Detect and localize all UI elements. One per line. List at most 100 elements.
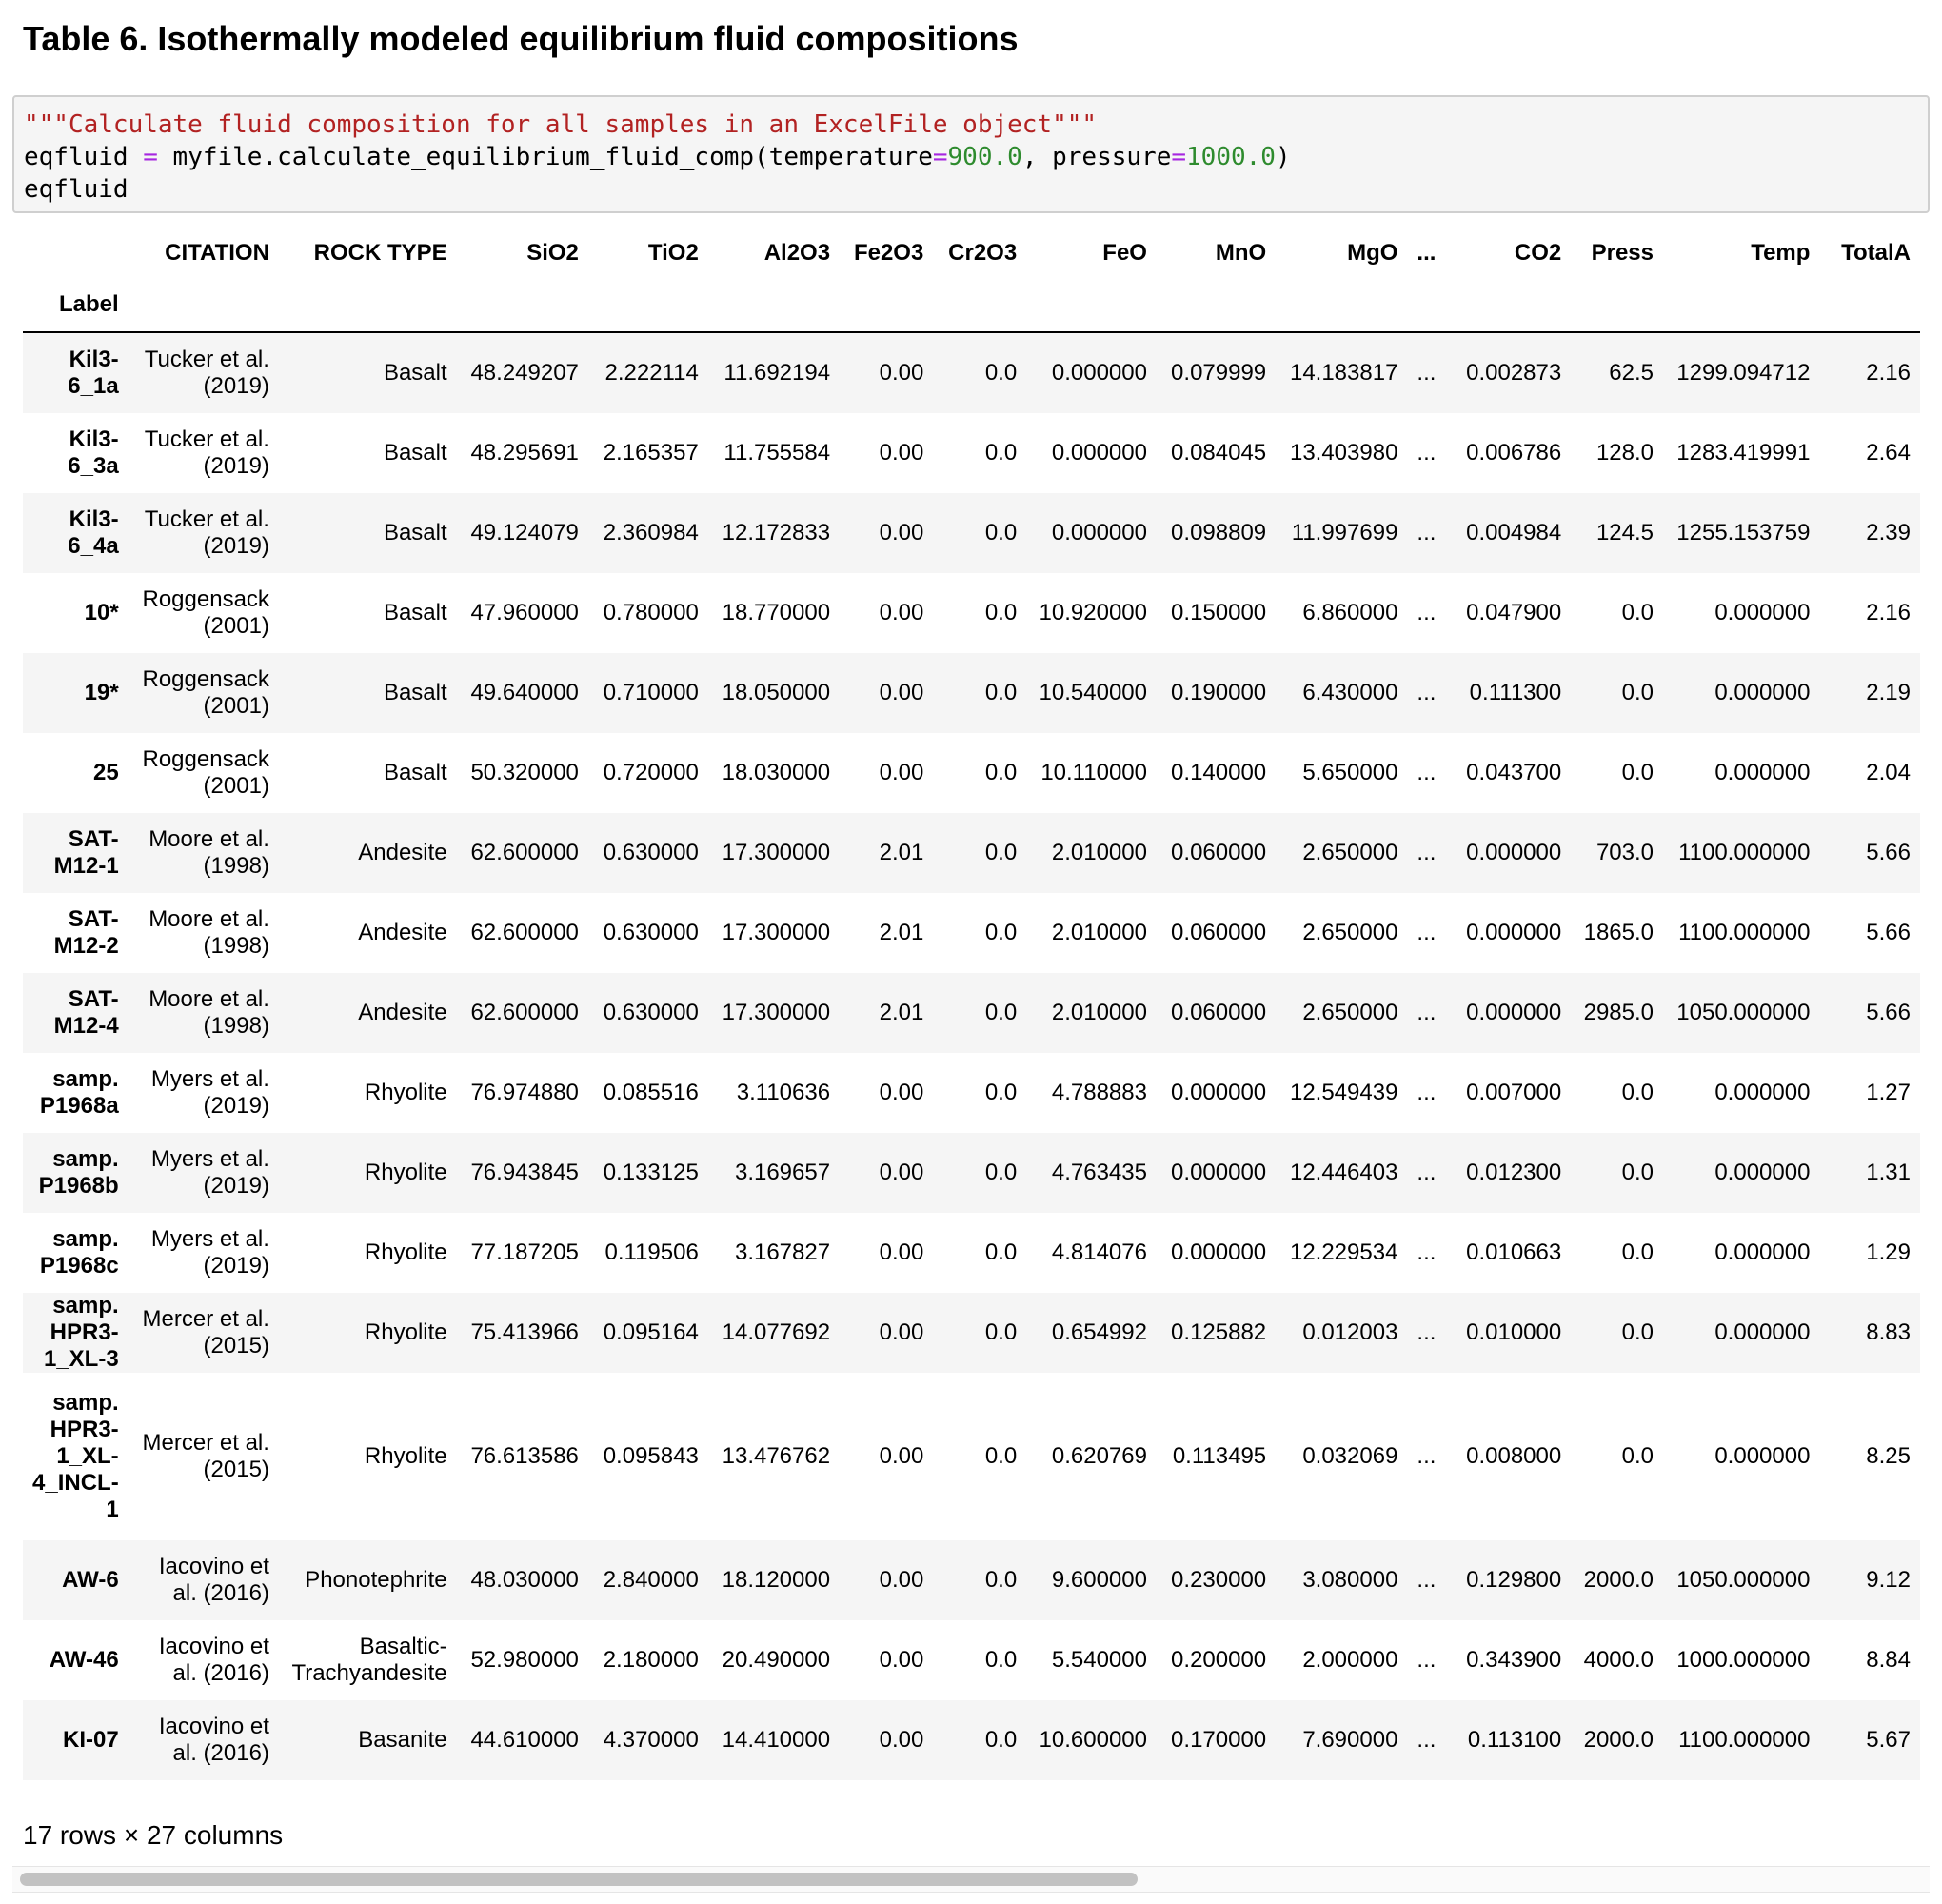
table-cell: 0.0 — [984, 1647, 1018, 1673]
table-cell: 0.0 — [1621, 1080, 1654, 1105]
table-cell: 18.770000 — [722, 600, 831, 625]
table-cell: 0.0 — [1621, 600, 1654, 625]
row-label: Kil3-6_3a — [68, 426, 119, 479]
table-cell: 0.0 — [984, 760, 1018, 785]
scrollbar-thumb[interactable] — [20, 1873, 1138, 1886]
table-cell: 2.650000 — [1302, 920, 1398, 945]
row-label: 10* — [84, 600, 119, 625]
table-cell: 0.0 — [1621, 1240, 1654, 1265]
row-label: SAT-M12-1 — [53, 826, 119, 879]
table-cell: 75.413966 — [470, 1319, 579, 1345]
table-cell: 4.370000 — [603, 1727, 699, 1753]
table-row: KI-07 Iacovino et al. (2016) Basanite 44.61… — [23, 1700, 1920, 1780]
table-cell: 0.00 — [879, 360, 924, 386]
table-cell: Basanite — [358, 1727, 447, 1753]
table-cell: 13.476762 — [722, 1443, 831, 1469]
column-header-spacer — [840, 278, 934, 333]
table-cell: 0.010663 — [1466, 1240, 1562, 1265]
table-cell: 1100.000000 — [1678, 840, 1811, 865]
table-cell: 0.780000 — [603, 600, 699, 625]
table-cell: 1100.000000 — [1678, 920, 1811, 945]
table-cell: Mercer et al. (2015) — [142, 1306, 269, 1359]
column-header: Al2O3 — [763, 240, 831, 266]
index-name-row: Label — [23, 278, 1920, 333]
table-cell: 0.000000 — [1466, 840, 1562, 865]
code-cell[interactable]: """Calculate fluid composition for all s… — [12, 95, 1930, 213]
table-row: SAT-M12-2 Moore et al. (1998) Andesite 62.6… — [23, 893, 1920, 973]
row-label: AW-6 — [62, 1567, 119, 1593]
row-label: Kil3-6_1a — [68, 347, 119, 399]
table-cell: 2000.0 — [1583, 1567, 1654, 1593]
table-cell: Roggensack (2001) — [142, 586, 269, 639]
table-cell: 0.060000 — [1171, 1000, 1267, 1025]
table-cell: 0.111300 — [1469, 680, 1562, 705]
column-header-spacer — [1156, 278, 1277, 333]
table-cell: 2.01 — [879, 1000, 924, 1025]
table-cell: 2.010000 — [1051, 1000, 1147, 1025]
table-cell: ... — [1417, 920, 1437, 945]
table-cell: 0.006786 — [1466, 440, 1562, 466]
table-cell: Moore et al. (1998) — [149, 826, 269, 879]
table-cell: Myers et al. (2019) — [150, 1146, 269, 1199]
table-cell: ... — [1417, 680, 1437, 705]
table-cell: ... — [1417, 1240, 1437, 1265]
table-row: AW-6 Iacovino et al. (2016) Phonotephrite 4… — [23, 1540, 1920, 1620]
table-row: Kil3-6_4a Tucker et al. (2019) Basalt 49.12… — [23, 493, 1920, 573]
table-cell: 2.180000 — [603, 1647, 699, 1673]
table-cell: 0.119506 — [604, 1240, 699, 1265]
table-cell: 5.66 — [1866, 840, 1911, 865]
table-cell: 703.0 — [1595, 840, 1654, 865]
table-cell: 8.83 — [1866, 1319, 1911, 1345]
table-cell: 1.31 — [1866, 1160, 1911, 1185]
table-cell: 0.0 — [984, 1319, 1018, 1345]
table-cell: 11.692194 — [723, 360, 831, 386]
table-cell: Andesite — [358, 840, 447, 865]
table-cell: 0.0 — [984, 840, 1018, 865]
table-cell: 0.190000 — [1171, 680, 1267, 705]
table-cell: 9.600000 — [1051, 1567, 1147, 1593]
table-cell: 1283.419991 — [1676, 440, 1811, 466]
table-cell: 0.720000 — [603, 760, 699, 785]
table-row: samp. HPR3-1_XL-4_INCL-1 Mercer et al. (2… — [23, 1373, 1920, 1540]
table-cell: 0.000000 — [1051, 360, 1147, 386]
table-cell: Moore et al. (1998) — [149, 986, 269, 1039]
table-cell: 0.043700 — [1466, 760, 1562, 785]
table-cell: 0.047900 — [1466, 600, 1562, 625]
table-cell: 0.0 — [984, 600, 1018, 625]
row-label: Kil3-6_4a — [68, 506, 119, 559]
table-cell: 1255.153759 — [1676, 520, 1811, 545]
column-header-spacer — [456, 278, 588, 333]
table-row: SAT-M12-4 Moore et al. (1998) Andesite 62.6… — [23, 973, 1920, 1053]
table-cell: 0.000000 — [1466, 1000, 1562, 1025]
table-cell: 50.320000 — [470, 760, 579, 785]
table-cell: 10.110000 — [1040, 760, 1147, 785]
table-cell: ... — [1417, 1647, 1437, 1673]
table-cell: 0.060000 — [1171, 840, 1267, 865]
table-cell: 2.650000 — [1302, 1000, 1398, 1025]
table-cell: 0.002873 — [1466, 360, 1562, 386]
table-cell: 2.04 — [1866, 760, 1911, 785]
table-cell: 62.600000 — [470, 840, 579, 865]
table-cell: 0.0 — [984, 920, 1018, 945]
table-cell: 4.788883 — [1051, 1080, 1147, 1105]
table-cell: 0.085516 — [603, 1080, 699, 1105]
table-cell: Myers et al. (2019) — [150, 1066, 269, 1119]
table-cell: 2.39 — [1866, 520, 1911, 545]
table-cell: 77.187205 — [470, 1240, 579, 1265]
table-cell: Tucker et al. (2019) — [144, 506, 269, 559]
table-cell: 12.172833 — [722, 520, 831, 545]
table-cell: 2.01 — [879, 920, 924, 945]
table-cell: 0.084045 — [1171, 440, 1267, 466]
table-body: Kil3-6_1a Tucker et al. (2019) Basalt 48.24… — [23, 332, 1920, 1780]
table-cell: 49.640000 — [470, 680, 579, 705]
column-header: CO2 — [1514, 240, 1562, 266]
row-label: samp. P1968a — [39, 1066, 119, 1119]
table-cell: 0.007000 — [1466, 1080, 1562, 1105]
table-cell: 3.080000 — [1302, 1567, 1398, 1593]
column-header: SiO2 — [526, 240, 579, 266]
table-cell: 11.997699 — [1291, 520, 1398, 545]
table-cell: Roggensack (2001) — [142, 666, 269, 719]
table-cell: 18.120000 — [722, 1567, 831, 1593]
horizontal-scrollbar[interactable] — [12, 1866, 1930, 1893]
table-cell: 3.169657 — [734, 1160, 831, 1185]
